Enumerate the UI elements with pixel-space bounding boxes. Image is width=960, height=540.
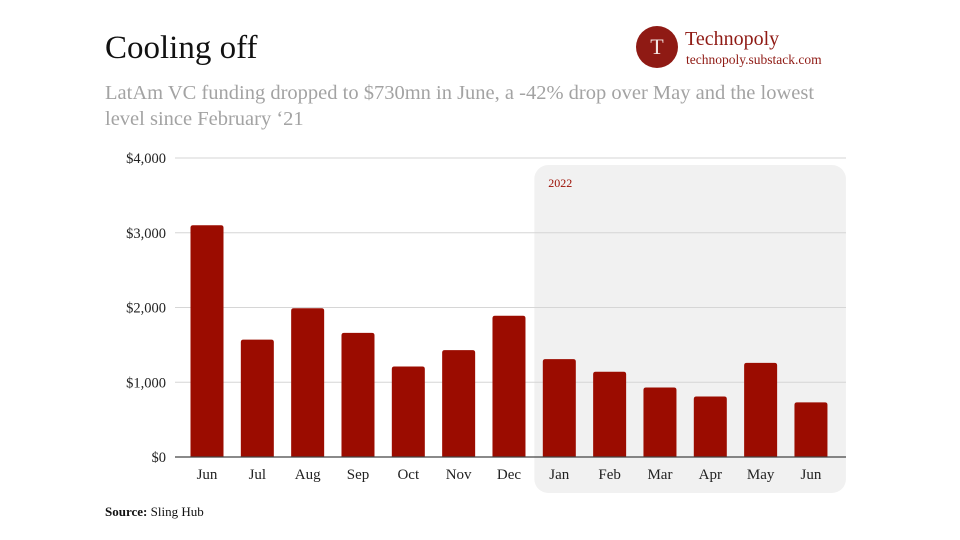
bar <box>442 350 476 457</box>
x-tick-label: Aug <box>295 467 321 483</box>
bar <box>341 332 375 457</box>
bar <box>693 396 727 457</box>
y-tick-label: $4,000 <box>126 151 166 167</box>
x-tick-label: Oct <box>397 467 419 483</box>
x-tick-label: Feb <box>598 467 621 483</box>
y-tick-label: $1,000 <box>126 375 166 391</box>
source-text: Sling Hub <box>150 504 204 519</box>
source-label: Source: <box>105 504 148 519</box>
bar <box>643 387 677 457</box>
y-tick-label: $0 <box>152 450 167 466</box>
brand-logo-icon: T <box>636 26 678 68</box>
brand-name: Technopoly <box>685 28 780 50</box>
x-tick-label: May <box>747 467 775 483</box>
chart-title: Cooling off <box>105 30 258 66</box>
x-tick-label: Sep <box>347 467 370 483</box>
bar <box>593 371 627 457</box>
bar <box>744 362 778 457</box>
x-tick-label: Jun <box>197 467 218 483</box>
x-tick-label: Dec <box>497 467 521 483</box>
bar <box>291 308 325 457</box>
brand-url-link[interactable]: technopoly.substack.com <box>686 52 822 67</box>
bar <box>240 339 274 457</box>
bar <box>492 315 526 457</box>
bar <box>190 225 224 457</box>
x-tick-label: Mar <box>647 467 672 483</box>
x-tick-label: Jun <box>801 467 822 483</box>
x-tick-label: Apr <box>699 467 722 483</box>
x-tick-label: Jan <box>549 467 569 483</box>
bar <box>794 402 828 457</box>
chart-subtitle: LatAm VC funding dropped to $730mn in Ju… <box>105 82 815 130</box>
source-note: Source: Sling Hub <box>105 504 204 520</box>
x-tick-label: Nov <box>446 467 472 483</box>
y-tick-label: $2,000 <box>126 301 166 317</box>
bar <box>542 359 576 457</box>
highlight-label: 2022 <box>548 176 572 190</box>
y-tick-label: $3,000 <box>126 226 166 242</box>
bar <box>391 366 425 457</box>
x-tick-label: Jul <box>249 467 267 483</box>
